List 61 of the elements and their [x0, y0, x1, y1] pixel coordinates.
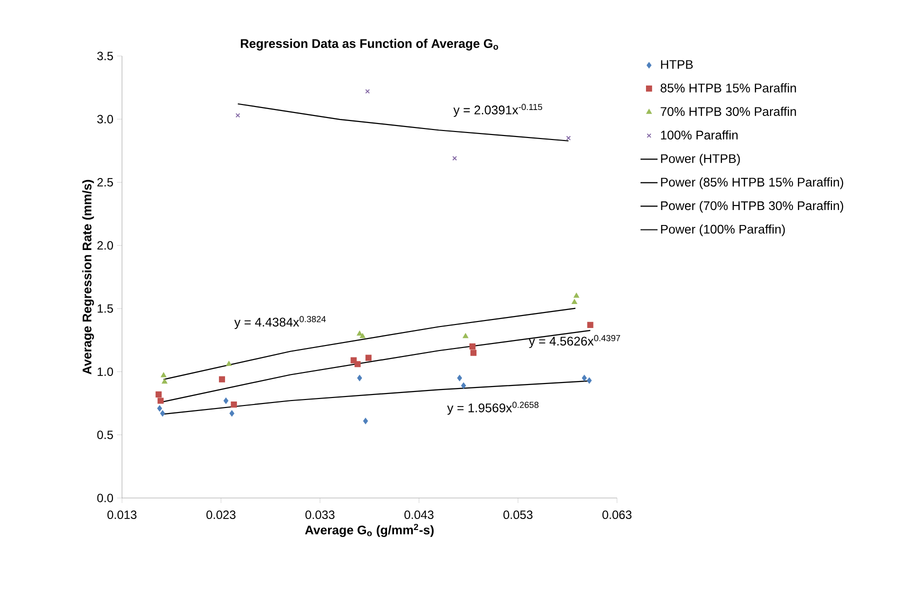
legend-label: 70% HTPB 30% Paraffin [660, 106, 796, 116]
point [360, 333, 366, 338]
point [586, 378, 592, 384]
annotation: y = 4.5626x$^{0.4397}$ [528, 335, 620, 348]
point [160, 372, 166, 378]
point [229, 410, 234, 416]
point [162, 378, 168, 384]
point [462, 333, 468, 338]
point [587, 322, 594, 328]
point [572, 299, 578, 304]
x-tick-label: 0.063 [602, 510, 632, 520]
y-tick-label: 0.5 [97, 430, 113, 440]
legend-label: Power (85% HTPB 15% Paraffin) [661, 177, 844, 190]
point [363, 418, 368, 424]
point [236, 113, 240, 118]
point [157, 405, 162, 412]
line-series [237, 103, 570, 142]
point [365, 89, 370, 94]
point [566, 136, 571, 140]
legend-label: Power (70% HTPB 30% Paraffin) [661, 200, 844, 213]
point [226, 361, 232, 366]
legend-label: HTPB [661, 60, 693, 69]
point [230, 402, 237, 408]
point [224, 398, 228, 404]
legend-label: Power (HTPB) [661, 154, 740, 166]
point [156, 391, 162, 398]
point [365, 354, 372, 361]
point [470, 350, 476, 356]
x-tick-label: 0.043 [404, 510, 434, 520]
point [582, 374, 587, 382]
point [461, 382, 466, 389]
point [469, 343, 476, 350]
point [158, 398, 164, 404]
annotation: y = 4.4384x$^{0.3824}$ [234, 316, 326, 330]
legend-label: 100% Paraffin [661, 130, 738, 140]
y-tick-label: 1.5 [98, 304, 113, 313]
chart-title: Regression Data as Function of Average G$_{o}$ [240, 38, 498, 51]
legend-label: 85% HTPB 15% Paraffin [660, 83, 796, 92]
y-axis-title: Average Regression Rate (mm/s) [82, 180, 94, 374]
point [357, 374, 362, 382]
x-tick-label: 0.033 [305, 510, 334, 520]
point [218, 376, 226, 382]
y-tick-label: 3.5 [97, 52, 113, 60]
y-tick-label: 2.0 [97, 241, 114, 250]
point [452, 156, 457, 161]
y-tick-label: 2.5 [97, 178, 113, 187]
point [356, 330, 362, 336]
point [160, 410, 165, 416]
point [574, 292, 580, 298]
legend-label: Power (100% Paraffin) [661, 224, 785, 236]
x-tick-label: 0.053 [503, 510, 532, 520]
annotation: y = 2.0391x$^{-0.115}$ [453, 104, 542, 117]
x-tick-label: 0.023 [206, 510, 236, 520]
point [354, 361, 361, 368]
y-tick-label: 0.0 [97, 494, 114, 502]
x-tick-label: 0.013 [107, 510, 136, 520]
y-tick-label: 1.0 [98, 367, 114, 376]
y-tick-label: 3.0 [97, 114, 114, 124]
annotation: y = 1.9569x$^{0.2658}$ [447, 402, 538, 415]
x-axis-title: Average G$_{o}$ (g/mm$^{2}$-s) [305, 524, 434, 537]
point [457, 374, 462, 382]
